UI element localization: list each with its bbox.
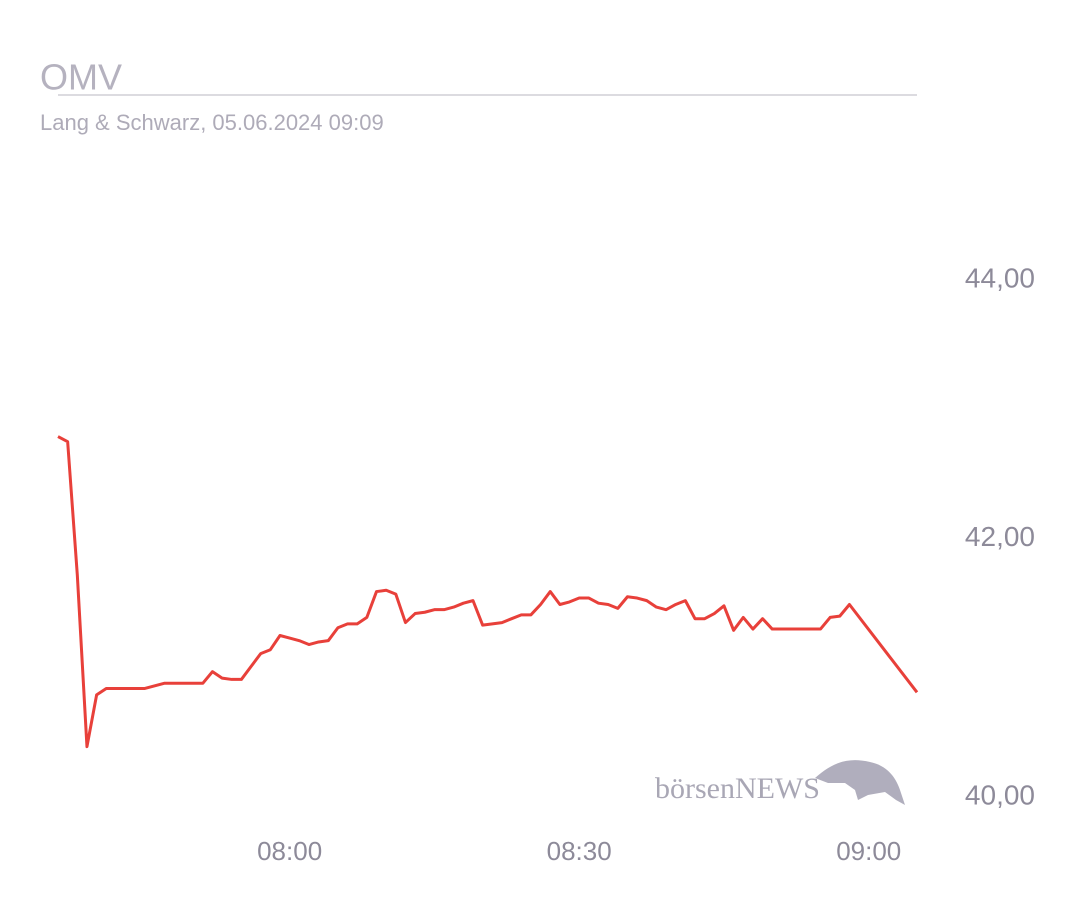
y-tick-label: 42,00 <box>965 521 1035 552</box>
x-tick-label: 08:30 <box>547 836 612 866</box>
x-tick-label: 08:00 <box>257 836 322 866</box>
watermark: börsenNEWS <box>655 772 820 805</box>
watermark-bull <box>815 760 905 805</box>
x-tick-label: 09:00 <box>836 836 901 866</box>
chart-title: OMV <box>40 57 122 98</box>
price-line <box>57 435 919 749</box>
y-tick-label: 40,00 <box>965 779 1035 810</box>
chart-subtitle: Lang & Schwarz, 05.06.2024 09:09 <box>40 110 384 135</box>
y-tick-label: 44,00 <box>965 263 1035 294</box>
